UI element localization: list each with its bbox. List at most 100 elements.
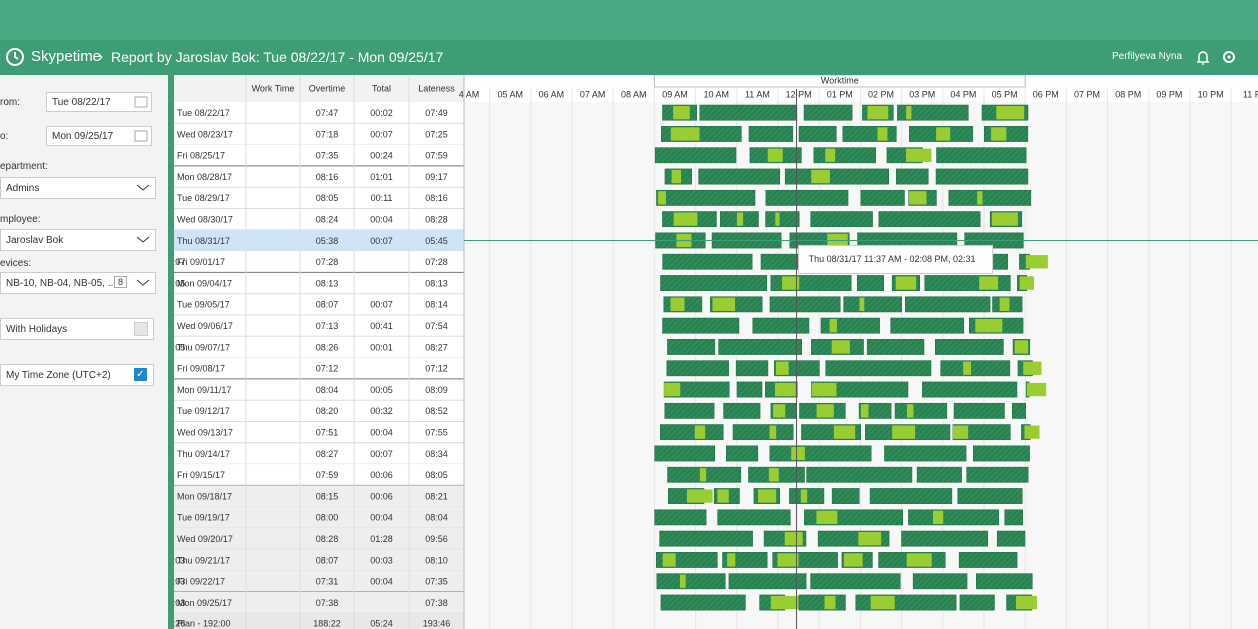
cell[interactable]: Fri 09/22/17 [177,577,225,587]
cell: 07:59 [425,151,448,161]
activity-lime [679,574,686,588]
sidebar: rom: Tue 08/22/17 o: Mon 09/25/17 epartm… [0,75,168,629]
user-name[interactable]: Perfilyeva Nyna [1112,51,1183,62]
hour-label: 07 AM [580,89,606,99]
activity-lime [906,404,914,418]
cell[interactable]: Thu 09/21/17 [177,555,230,565]
column-header: Work Time [252,83,295,93]
activity-lime [829,319,837,333]
cell[interactable]: Wed 08/30/17 [177,215,233,225]
activity-hatch [656,190,756,206]
checkbox-checked[interactable]: ✓ [134,368,147,381]
activity-hatch [884,445,967,462]
activity-hatch [832,488,860,504]
cell[interactable]: Thu 08/31/17 [177,236,230,246]
activity-lime [909,191,927,205]
to-input[interactable]: Mon 09/25/17 [46,126,152,146]
activity-hatch [857,275,884,291]
cell: 00:05 [174,278,185,288]
header-icons[interactable] [1194,48,1254,68]
label: o: [0,131,9,142]
cell: 08:15 [316,491,339,501]
cell: 00:03 [370,555,393,565]
activity-lime [775,361,789,375]
activity-hatch [723,403,761,419]
activity-lime [774,382,796,397]
cell[interactable]: Tue 08/29/17 [177,193,230,203]
activity-hatch [922,381,1017,398]
activity-hatch [973,445,1030,462]
activity-hatch [655,147,737,163]
cell[interactable]: Tue 08/22/17 [177,108,230,118]
activity-lime [1019,276,1035,290]
activity-hatch [870,488,952,504]
cell[interactable]: Thu 09/14/17 [177,449,230,459]
cell[interactable]: Wed 09/06/17 [177,321,233,331]
cell[interactable]: Tue 09/12/17 [177,406,230,416]
cell[interactable]: Fri 08/25/17 [177,151,225,161]
cell: 08:27 [316,449,339,459]
department-select[interactable]: Admins [0,177,156,199]
cell: 00:03 [174,577,185,587]
cell[interactable]: Wed 09/13/17 [177,428,233,438]
from-input[interactable]: Tue 08/22/17 [46,92,152,112]
cell: 08:16 [425,193,448,203]
timezone-toggle[interactable]: My Time Zone (UTC+2) [0,364,154,386]
activity-hatch [769,445,872,462]
activity-hatch [732,424,794,440]
activity-hatch [959,594,995,611]
devices-select[interactable]: NB-10, NB-04, NB-05, ... [0,272,156,294]
activity-lime [694,425,706,439]
cell[interactable]: Mon 08/28/17 [177,172,232,182]
activity-lime [979,276,999,290]
activity-lime [784,532,803,546]
cell[interactable]: Fri 09/15/17 [177,470,225,480]
activity-lime [870,595,895,610]
cell[interactable]: Fri 09/01/17 [177,257,225,267]
cell[interactable]: Mon 09/18/17 [177,491,232,501]
activity-lime [860,404,869,418]
cell: 00:07 [370,129,393,139]
employee-select[interactable]: Jaroslav Bok [0,229,156,251]
label: evices: [0,258,32,269]
activity-hatch [1004,509,1023,525]
activity-hatch [936,168,1028,185]
activity-hatch [736,360,768,376]
hour-label: 10 PM [1198,89,1224,99]
activity-hatch [813,147,876,163]
activity-lime [670,297,685,311]
activity-lime [977,191,983,205]
dropdown-arrows [136,184,150,286]
footer-cell: 00:26 [174,619,185,629]
cell[interactable]: Tue 09/19/17 [177,513,230,523]
column-header: Lateness [418,83,455,93]
activity-lime [811,382,837,397]
hour-label: 11 P [1243,89,1258,99]
cell[interactable]: Wed 09/20/17 [177,534,233,544]
cell[interactable]: Mon 09/11/17 [177,385,231,395]
app-name[interactable]: Skypetime [31,48,102,65]
cell[interactable]: Fri 09/08/17 [177,364,225,374]
activity-lime [831,340,850,354]
activity-hatch [954,403,1005,419]
activity-hatch [901,531,988,547]
cell: 08:09 [425,385,448,395]
activity-lime [800,489,808,503]
activity-lime [905,148,932,162]
cell: 07:54 [425,321,448,331]
activity-hatch [717,509,791,525]
activity-hatch [765,211,800,227]
cell[interactable]: Thu 09/07/17 [177,342,230,352]
activity-lime [1016,595,1037,610]
cell: 00:07 [370,236,393,246]
activity-lime [1026,382,1047,397]
cell[interactable]: Tue 09/05/17 [177,300,230,310]
cell[interactable]: Wed 08/23/17 [177,129,233,139]
calendar-icons [134,96,148,142]
holidays-toggle[interactable]: With Holidays [0,318,154,340]
cell[interactable]: Mon 09/04/17 [177,278,232,288]
checkbox[interactable] [134,322,148,336]
activity-lime [833,425,856,439]
cell[interactable]: Mon 09/25/17 [177,598,232,608]
